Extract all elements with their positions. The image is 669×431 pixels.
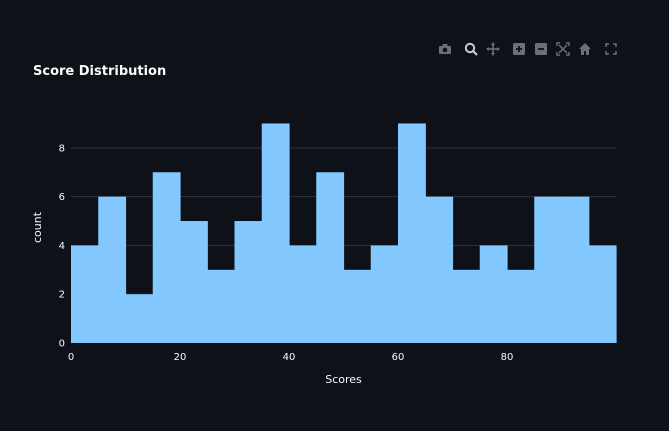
modebar (434, 40, 622, 58)
histogram-bar[interactable] (125, 294, 154, 343)
histogram-bar[interactable] (398, 123, 426, 343)
histogram-bar[interactable] (370, 245, 399, 343)
y-axis-title: count (31, 211, 44, 243)
reset-axes-icon[interactable] (574, 40, 596, 58)
x-axis-title: Scores (325, 373, 362, 386)
x-tick-label: 60 (392, 352, 405, 363)
y-tick-label: 8 (59, 143, 65, 154)
y-tick-label: 6 (59, 192, 65, 203)
zoom-out-icon[interactable] (530, 40, 552, 58)
y-tick-label: 2 (59, 290, 65, 301)
chart-title: Score Distribution (33, 64, 167, 79)
fullscreen-icon[interactable] (600, 40, 622, 58)
histogram-bar[interactable] (180, 221, 208, 343)
x-tick-label: 80 (501, 352, 514, 363)
histogram-bar[interactable] (479, 245, 508, 343)
histogram-bar[interactable] (316, 172, 345, 343)
histogram-bar[interactable] (534, 196, 563, 343)
axis-ticks: 0 20 40 60 80 0 2 4 6 8 (59, 143, 514, 363)
histogram-bar[interactable] (71, 245, 99, 343)
histogram-bar[interactable] (207, 269, 236, 343)
histogram-bar[interactable] (234, 221, 263, 343)
autoscale-icon[interactable] (552, 40, 574, 58)
y-tick-label: 4 (59, 241, 65, 252)
camera-icon[interactable] (434, 40, 456, 58)
histogram-bar[interactable] (452, 269, 481, 343)
y-tick-label: 0 (59, 339, 65, 350)
histogram-bar[interactable] (152, 172, 181, 343)
histogram-bar[interactable] (425, 196, 454, 343)
x-tick-label: 40 (283, 352, 296, 363)
histogram-bar[interactable] (588, 245, 617, 343)
histogram-bars[interactable] (71, 123, 617, 343)
zoom-in-icon[interactable] (508, 40, 530, 58)
histogram-bar[interactable] (98, 196, 127, 343)
histogram-bar[interactable] (343, 269, 372, 343)
histogram-bar[interactable] (561, 196, 590, 343)
x-tick-label: 20 (174, 352, 187, 363)
histogram-bar[interactable] (261, 123, 290, 343)
pan-icon[interactable] (482, 40, 504, 58)
x-tick-label: 0 (68, 352, 74, 363)
zoom-icon[interactable] (460, 40, 482, 58)
histogram-bar[interactable] (507, 269, 535, 343)
histogram-bar[interactable] (289, 245, 317, 343)
